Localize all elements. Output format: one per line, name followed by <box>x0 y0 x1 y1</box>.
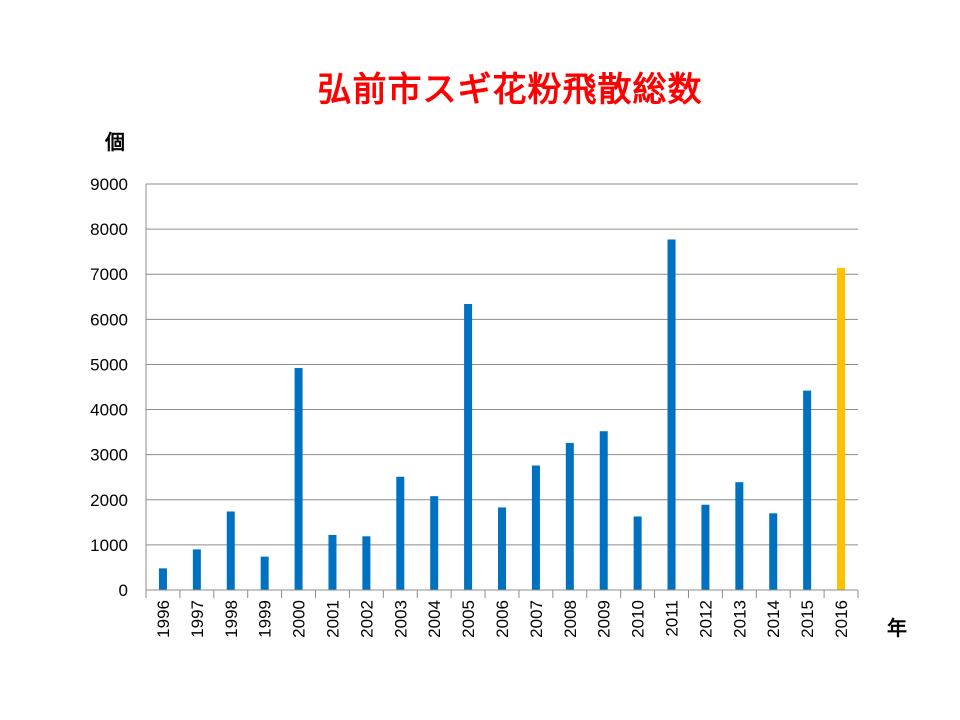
y-tick-label: 1000 <box>90 536 128 555</box>
x-tick-label: 2009 <box>595 600 614 638</box>
bar-2016 <box>837 267 846 590</box>
bar-2015 <box>803 390 812 590</box>
x-tick-label: 2015 <box>798 600 817 638</box>
bar-2001 <box>328 534 337 590</box>
x-tick-label: 2001 <box>323 600 342 638</box>
y-tick-label: 3000 <box>90 446 128 465</box>
bar-2008 <box>565 442 574 590</box>
bar-2000 <box>294 368 303 590</box>
x-tick-label: 2011 <box>663 600 682 637</box>
bar-2002 <box>362 536 371 590</box>
x-tick-label: 2003 <box>391 600 410 638</box>
x-tick-label: 2002 <box>357 600 376 638</box>
bar-2006 <box>498 507 506 590</box>
y-tick-label: 2000 <box>90 491 128 510</box>
bar-2004 <box>430 496 439 590</box>
bar-1998 <box>226 511 235 590</box>
x-tick-label: 1999 <box>256 600 275 638</box>
bar-2014 <box>769 513 778 590</box>
x-tick-label: 2008 <box>561 600 580 638</box>
x-axis-unit-label: 年 <box>887 616 907 640</box>
bar-1999 <box>260 556 269 590</box>
x-tick-label: 1996 <box>154 600 173 638</box>
x-tick-label: 2000 <box>290 600 309 638</box>
chart-title: 弘前市スギ花粉飛散総数 <box>317 70 703 110</box>
x-tick-label: 2012 <box>696 600 715 638</box>
x-tick-label: 2005 <box>459 600 478 638</box>
y-tick-label: 9000 <box>90 175 128 194</box>
y-tick-label: 5000 <box>90 355 128 374</box>
bar-2013 <box>735 482 744 590</box>
x-tick-label: 1998 <box>222 600 241 638</box>
gridlines <box>146 183 858 591</box>
bar-2007 <box>531 465 540 590</box>
bar-2011 <box>667 239 676 590</box>
y-axis-ticks: 0 1000 2000 3000 4000 5000 6000 7000 8000 9000 <box>90 175 128 600</box>
y-tick-label: 6000 <box>90 310 128 329</box>
y-tick-label: 0 <box>119 581 128 600</box>
bars <box>158 239 846 590</box>
bar-1997 <box>192 549 201 590</box>
bar-2010 <box>633 516 642 590</box>
x-tick-label: 2004 <box>425 600 444 638</box>
bar-2012 <box>701 504 710 590</box>
y-tick-label: 4000 <box>90 401 128 420</box>
x-tick-label: 2013 <box>730 600 749 638</box>
y-tick-label: 8000 <box>90 220 128 239</box>
x-axis: 1996 1997 1998 1999 2000 2001 2002 2003 2004 2005… <box>145 184 859 638</box>
bar-2009 <box>599 431 608 590</box>
x-tick-label: 2016 <box>832 600 851 638</box>
x-tick-label: 2007 <box>527 600 546 638</box>
x-tick-label: 1997 <box>188 600 207 638</box>
x-tick-label: 2010 <box>629 600 648 638</box>
y-axis-unit-label: 個 <box>105 130 125 154</box>
bar-2003 <box>396 476 405 590</box>
y-tick-label: 7000 <box>90 265 128 284</box>
x-tick-label: 2006 <box>493 600 512 638</box>
bar-2005 <box>464 303 473 590</box>
x-tick-label: 2014 <box>764 600 783 638</box>
bar-1996 <box>158 568 167 590</box>
